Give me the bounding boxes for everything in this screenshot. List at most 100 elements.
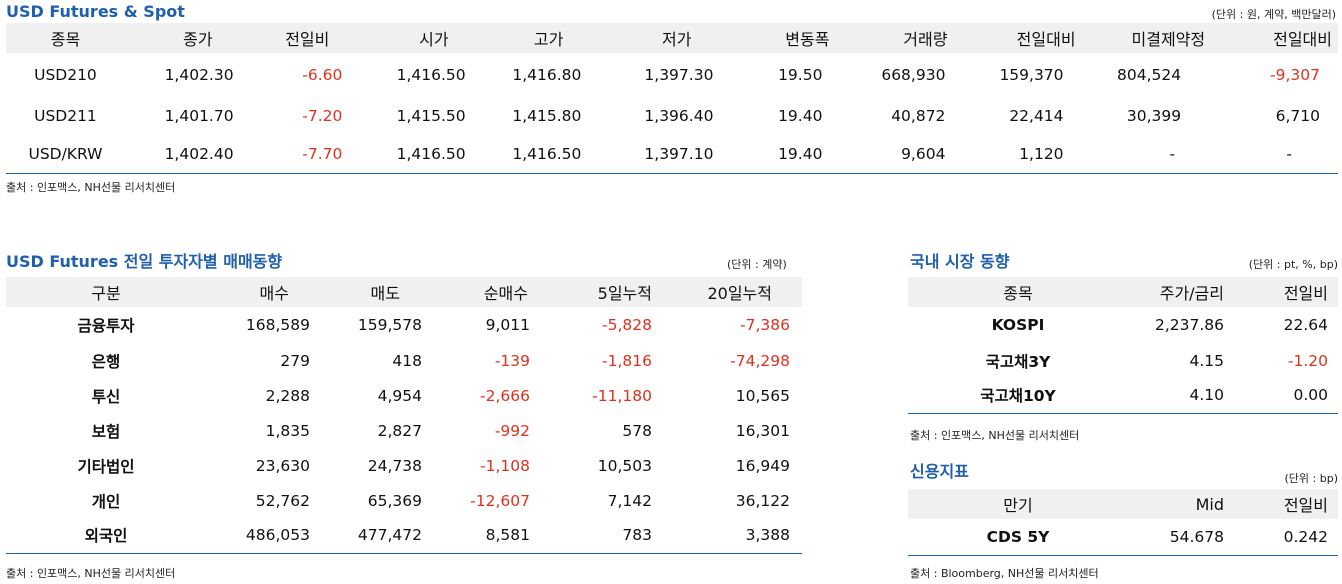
cell: 168,589: [245, 316, 310, 334]
cell: 30,399: [1126, 107, 1182, 125]
cell: -5,828: [602, 316, 652, 334]
table-row: 개인 52,762 65,369 -12,607 7,142 36,122: [6, 483, 802, 518]
cell: 23,630: [255, 456, 310, 475]
cell: CDS 5Y: [908, 519, 1128, 556]
cell: 1,415.80: [512, 107, 582, 125]
cell: -9,307: [1270, 66, 1320, 84]
cell: 52,762: [255, 491, 310, 510]
cell: 578: [622, 421, 652, 440]
cell: 은행: [91, 352, 121, 371]
investor-table: 구분 매수 매도 순매수 5일누적 20일누적 금융투자 168,589 159,5…: [6, 277, 802, 554]
col-header: Mid: [1128, 489, 1236, 519]
domestic-unit: (단위 : pt, %, bp): [1248, 258, 1338, 271]
credit-header-row: 만기 Mid 전일비: [908, 489, 1338, 519]
col-header: 구분: [6, 277, 206, 307]
cell: USD211: [34, 107, 97, 125]
cell: 1,416.80: [512, 66, 582, 84]
cell: 보험: [91, 422, 121, 441]
cell: -1.20: [1287, 351, 1328, 370]
investor-source: 출처 : 인포맥스, NH선물 리서치센터: [6, 567, 176, 580]
table-row: 투신 2,288 4,954 -2,666 -11,180 10,565: [6, 378, 802, 413]
cell: 22.64: [1283, 316, 1328, 334]
table-row: USD211 1,401.70 -7.20 1,415.50 1,415.80 …: [6, 97, 1338, 135]
cell: 19.40: [778, 107, 823, 125]
cell: -6.60: [302, 66, 343, 84]
col-header: 시가: [357, 23, 481, 53]
cell: USD/KRW: [6, 135, 125, 174]
cell: USD210: [34, 66, 97, 84]
cell: 783: [542, 518, 652, 554]
cell: 9,011: [485, 316, 530, 334]
cell: 3,388: [652, 518, 802, 554]
cell: 54.678: [1128, 519, 1236, 556]
cell: 4,954: [377, 386, 422, 405]
cell: 22,414: [1009, 107, 1064, 125]
cell: 금융투자: [77, 317, 135, 335]
cell: 개인: [91, 492, 121, 511]
col-header: 종목: [908, 277, 1128, 307]
investor-title: USD Futures 전일 투자자별 매매동향: [6, 252, 283, 271]
cell: 1,120: [971, 135, 1080, 174]
cell: 4.15: [1189, 351, 1224, 370]
cell: -7.20: [302, 107, 343, 125]
cell: 2,237.86: [1154, 316, 1224, 334]
cell: 279: [280, 351, 310, 370]
domestic-header-row: 종목 주가/금리 전일비: [908, 277, 1338, 307]
table-row: KOSPI 2,237.86 22.64: [908, 307, 1338, 343]
table-row: 금융투자 168,589 159,578 9,011 -5,828 -7,386: [6, 307, 802, 343]
investor-unit: (단위 : 계약): [727, 258, 787, 271]
cell: 1,416.50: [357, 135, 481, 174]
cell: 국고채10Y: [908, 378, 1128, 414]
cell: 1,416.50: [480, 135, 598, 174]
cell: -1,816: [602, 351, 652, 370]
col-header: 전일비: [1236, 277, 1338, 307]
cell: -1,108: [480, 456, 530, 475]
table-row: 기타법인 23,630 24,738 -1,108 10,503 16,949: [6, 448, 802, 483]
col-header: 매도: [319, 277, 432, 307]
investor-body: 금융투자 168,589 159,578 9,011 -5,828 -7,386 은행 279…: [6, 307, 802, 554]
col-header: 20일누적: [652, 277, 802, 307]
col-header: 고가: [480, 23, 598, 53]
col-header: 순매수: [432, 277, 542, 307]
futures-spot-unit: (단위 : 원, 계약, 백만달러): [1211, 8, 1336, 21]
col-header: 전일대비: [1207, 23, 1338, 53]
cell: 기타법인: [77, 457, 135, 476]
cell: 16,301: [735, 421, 790, 440]
cell: 418: [392, 351, 422, 370]
cell: 1,397.10: [597, 135, 732, 174]
cell: -11,180: [592, 386, 652, 405]
domestic-title: 국내 시장 동향: [910, 252, 1010, 271]
col-header: 전일대비: [971, 23, 1080, 53]
cell: -992: [494, 421, 530, 440]
col-header: 거래량: [851, 23, 972, 53]
cell: 투신: [91, 387, 121, 406]
table-row: 외국인 486,053 477,472 8,581 783 3,388: [6, 518, 802, 554]
cell: -74,298: [730, 351, 790, 370]
cell: 1,396.40: [644, 107, 714, 125]
cell: 0.242: [1236, 519, 1338, 556]
table-row: 보험 1,835 2,827 -992 578 16,301: [6, 413, 802, 448]
cell: 40,872: [891, 107, 946, 125]
cell: 477,472: [319, 518, 432, 554]
cell: 1,397.30: [644, 66, 714, 84]
cell: -2,666: [480, 386, 530, 405]
cell: -139: [494, 351, 530, 370]
cell: 국고채3Y: [985, 352, 1051, 371]
cell: KOSPI: [991, 316, 1045, 334]
table-row: CDS 5Y 54.678 0.242: [908, 519, 1338, 556]
cell: -: [1207, 135, 1338, 174]
credit-unit: (단위 : bp): [1284, 472, 1339, 485]
futures-spot-header-row: 종목 종가 전일비 시가 고가 저가 변동폭 거래량 전일대비 미결제약정 전일…: [6, 23, 1338, 53]
cell: 159,370: [999, 66, 1064, 84]
cell: 외국인: [6, 518, 206, 554]
futures-spot-source: 출처 : 인포맥스, NH선물 리서치센터: [6, 181, 176, 194]
cell: 4.10: [1128, 378, 1236, 414]
domestic-table: 종목 주가/금리 전일비 KOSPI 2,237.86 22.64 국고채3Y …: [908, 277, 1338, 414]
cell: -7.70: [240, 135, 358, 174]
table-row: 국고채3Y 4.15 -1.20: [908, 343, 1338, 378]
cell: 1,402.40: [124, 135, 241, 174]
cell: 159,578: [357, 316, 422, 334]
cell: 2,288: [265, 386, 310, 405]
credit-table: 만기 Mid 전일비 CDS 5Y 54.678 0.242: [908, 489, 1338, 556]
col-header: 5일누적: [542, 277, 652, 307]
